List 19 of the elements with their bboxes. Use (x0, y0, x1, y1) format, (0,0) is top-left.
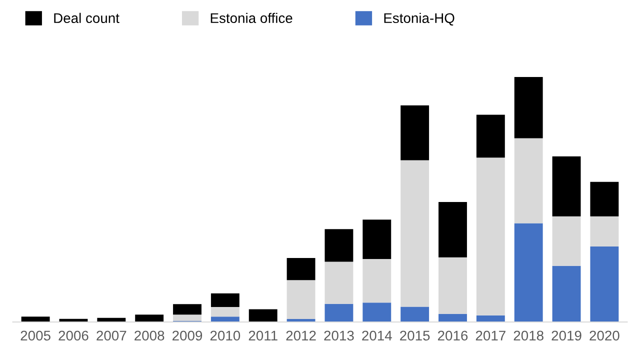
x-tick-label: 2011 (248, 330, 278, 341)
legend-label: Estonia office (210, 12, 292, 24)
x-tick-label: 2018 (514, 330, 544, 341)
x-tick-label: 2019 (552, 330, 582, 341)
x-tick-label: 2017 (476, 330, 506, 341)
x-tick-label: 2016 (438, 330, 468, 341)
x-tick-label: 2015 (400, 330, 430, 341)
x-tick-label: 2020 (590, 330, 620, 341)
x-tick-label: 2009 (172, 330, 202, 341)
x-tick-label: 2008 (134, 330, 164, 341)
x-tick-label: 2005 (20, 330, 50, 341)
x-tick-label: 2007 (96, 330, 126, 341)
x-tick-label: 2010 (210, 330, 240, 341)
legend-label: Estonia-HQ (384, 12, 454, 26)
legend-label: Deal count (54, 12, 120, 24)
x-tick-label: 2013 (324, 330, 354, 341)
x-tick-label: 2014 (362, 330, 392, 341)
x-tick-label: 2012 (286, 330, 316, 341)
x-tick-label: 2006 (58, 330, 88, 341)
